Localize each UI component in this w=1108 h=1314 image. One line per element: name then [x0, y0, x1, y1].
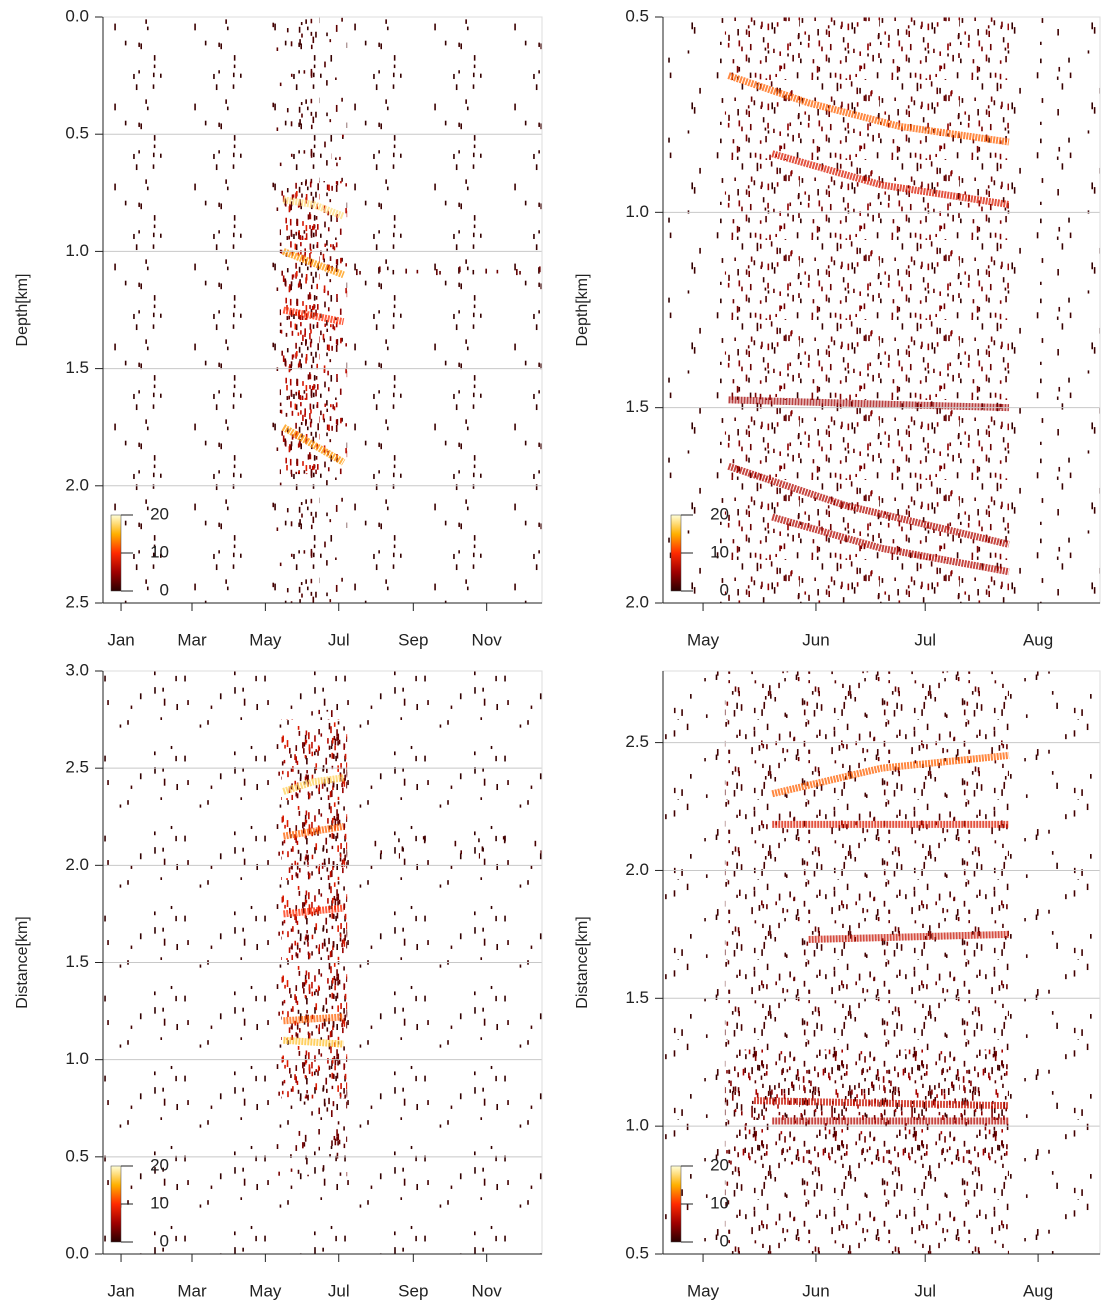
intensity-band: [282, 248, 345, 279]
plot-area: [663, 17, 1100, 603]
intensity-band: [281, 424, 346, 466]
x-tick-label: Nov: [472, 1281, 503, 1300]
y-tick-label: 0.5: [625, 6, 649, 25]
y-tick-label: 1.0: [625, 1116, 649, 1135]
intensity-band: [283, 904, 344, 918]
y-tick-label: 3.0: [65, 660, 89, 679]
panel: 0.5 1.0 1.5 2.0 May Jun Jul Aug Depth[km] 0 10 20: [574, 6, 1101, 649]
x-tick-label: Jul: [914, 630, 936, 649]
panel: 0.5 1.0 1.5 2.0 2.5 May Jun Jul Aug Distance[km] 0…: [574, 670, 1101, 1300]
intensity-band: [283, 1036, 344, 1048]
y-axis-label: Distance[km]: [14, 916, 31, 1008]
colorbar-tick-label: 20: [710, 504, 729, 523]
density-region: [347, 263, 542, 280]
y-tick-label: 0.5: [65, 124, 89, 143]
density-region: [279, 181, 348, 475]
y-tick-label: 2.5: [625, 732, 649, 751]
density-region: [724, 1049, 1009, 1165]
y-tick-label: 1.5: [625, 397, 649, 416]
density-region: [724, 17, 1009, 603]
y-tick-label: 1.0: [65, 241, 89, 260]
intensity-band: [728, 396, 1010, 412]
panel: 0.0 0.5 1.0 1.5 2.0 2.5 Jan Mar May Jul Sep Nov Dept…: [14, 6, 543, 649]
x-tick-label: Jul: [914, 1281, 936, 1300]
y-tick-label: 1.5: [65, 952, 89, 971]
panel: 0.0 0.5 1.0 1.5 2.0 2.5 3.0 Jan Mar May Jul Sep Nov D…: [14, 660, 543, 1300]
x-tick-label: Jan: [107, 1281, 134, 1300]
colorbar: [110, 1165, 122, 1243]
x-tick-label: Sep: [398, 1281, 428, 1300]
x-tick-label: Aug: [1023, 630, 1053, 649]
x-tick-label: Jan: [107, 630, 134, 649]
intensity-band: [771, 150, 1010, 208]
intensity-band: [753, 1097, 1010, 1110]
x-tick-label: Jul: [328, 1281, 350, 1300]
colorbar-tick-label: 10: [710, 1193, 729, 1212]
colorbar-tick-label: 20: [710, 1155, 729, 1174]
plot-area: [663, 671, 1100, 1254]
y-tick-label: 2.5: [65, 758, 89, 777]
colorbar-tick-label: 0: [720, 580, 729, 599]
x-tick-label: Sep: [398, 630, 428, 649]
intensity-band: [771, 751, 1010, 798]
colorbar-tick-label: 10: [710, 542, 729, 561]
x-tick-label: Mar: [177, 1281, 207, 1300]
y-axis-label: Distance[km]: [574, 916, 591, 1008]
density-region: [347, 836, 542, 866]
colorbar-tick-label: 10: [150, 542, 169, 561]
x-tick-label: Mar: [177, 630, 207, 649]
y-tick-label: 1.0: [625, 202, 649, 221]
x-tick-label: Jun: [802, 1281, 829, 1300]
intensity-band: [282, 306, 345, 326]
x-tick-label: Jul: [328, 630, 350, 649]
y-tick-label: 2.0: [625, 592, 649, 611]
x-tick-label: May: [249, 630, 282, 649]
y-tick-label: 2.0: [65, 475, 89, 494]
y-tick-label: 2.0: [65, 855, 89, 874]
intensity-band: [808, 930, 1010, 943]
density-region: [331, 134, 348, 170]
intensity-band: [771, 513, 1010, 576]
y-tick-label: 0.0: [65, 1243, 89, 1262]
colorbar-tick-label: 20: [150, 1155, 169, 1174]
y-tick-label: 0.5: [625, 1243, 649, 1262]
colorbar-tick-label: 0: [720, 1231, 729, 1250]
intensity-band: [727, 72, 1010, 146]
colorbar: [670, 514, 682, 592]
intensity-band: [282, 196, 345, 220]
colorbar: [670, 1165, 682, 1243]
density-region: [724, 671, 1009, 1254]
intensity-band: [282, 774, 344, 795]
intensity-band: [283, 1013, 344, 1025]
x-tick-label: Aug: [1023, 1281, 1053, 1300]
y-tick-label: 0.5: [65, 1146, 89, 1165]
colorbar-tick-label: 0: [160, 580, 169, 599]
x-tick-label: May: [687, 1281, 720, 1300]
colorbar-tick-label: 0: [160, 1231, 169, 1250]
y-axis-label: Depth[km]: [14, 274, 31, 347]
y-tick-label: 2.5: [65, 592, 89, 611]
x-tick-label: Jun: [802, 630, 829, 649]
y-tick-label: 2.0: [625, 860, 649, 879]
x-tick-label: Nov: [472, 630, 503, 649]
x-tick-label: May: [687, 630, 720, 649]
y-axis-label: Depth[km]: [574, 274, 591, 347]
plot-area: [103, 17, 542, 603]
colorbar: [110, 514, 122, 592]
x-tick-label: May: [249, 1281, 282, 1300]
colorbar-tick-label: 20: [150, 504, 169, 523]
y-tick-label: 0.0: [65, 6, 89, 25]
intensity-band: [727, 462, 1010, 548]
y-tick-label: 1.5: [625, 988, 649, 1007]
colorbar-tick-label: 10: [150, 1193, 169, 1212]
y-tick-label: 1.5: [65, 358, 89, 377]
intensity-band: [282, 823, 345, 840]
y-tick-label: 1.0: [65, 1049, 89, 1068]
